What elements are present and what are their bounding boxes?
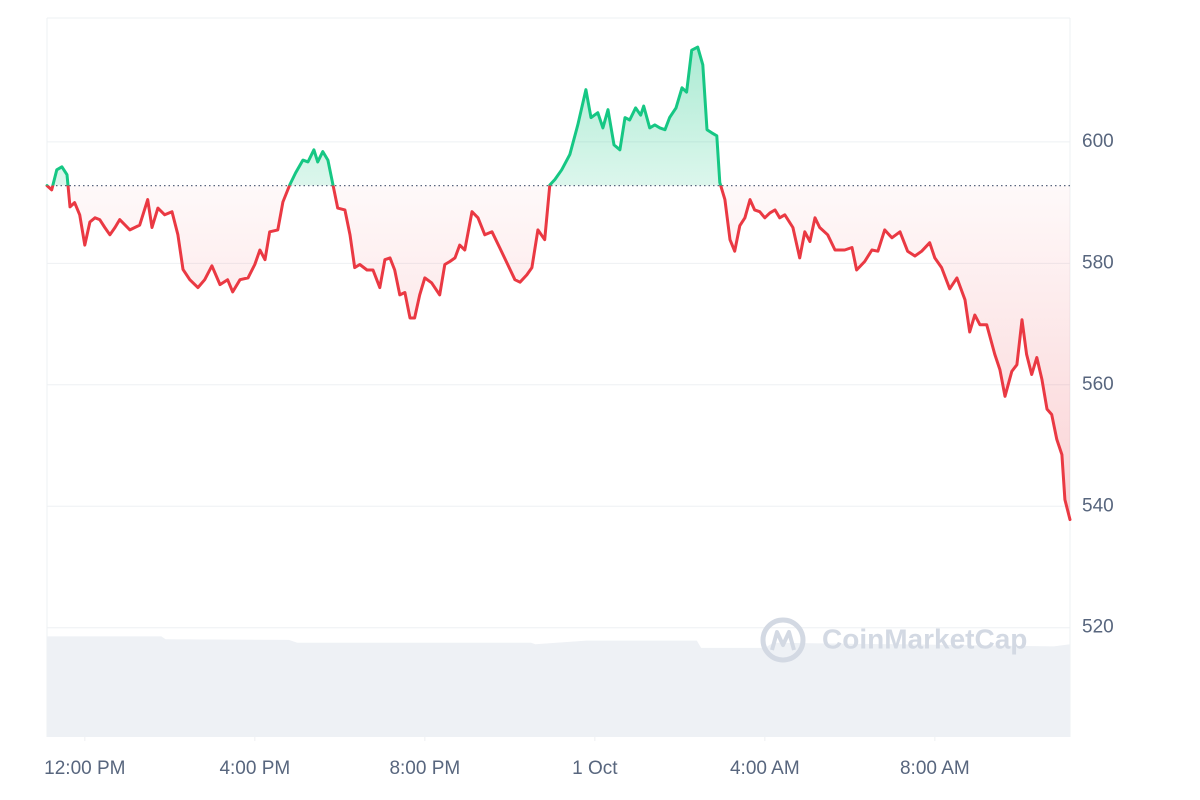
x-tick-label: 12:00 PM: [44, 758, 125, 779]
area: [47, 47, 1070, 520]
x-tick-label: 8:00 PM: [389, 758, 460, 779]
x-tick-label: 4:00 PM: [219, 758, 290, 779]
y-tick-label: 540: [1082, 495, 1114, 516]
x-tick-label: 1 Oct: [572, 758, 618, 779]
volume-area: [47, 636, 1070, 737]
x-tick-label: 8:00 AM: [900, 758, 970, 779]
y-tick-label: 560: [1082, 374, 1114, 395]
y-tick-label: 580: [1082, 252, 1114, 273]
watermark-text: CoinMarketCap: [822, 623, 1027, 654]
watermark-logo: [760, 617, 806, 663]
x-tick-label: 4:00 AM: [730, 758, 800, 779]
y-tick-label: 520: [1082, 617, 1114, 638]
watermark-logo-m: [770, 630, 796, 651]
y-tick-label: 600: [1082, 131, 1114, 152]
watermark: CoinMarketCap: [760, 617, 1027, 663]
price-line: [45, 45, 1072, 522]
